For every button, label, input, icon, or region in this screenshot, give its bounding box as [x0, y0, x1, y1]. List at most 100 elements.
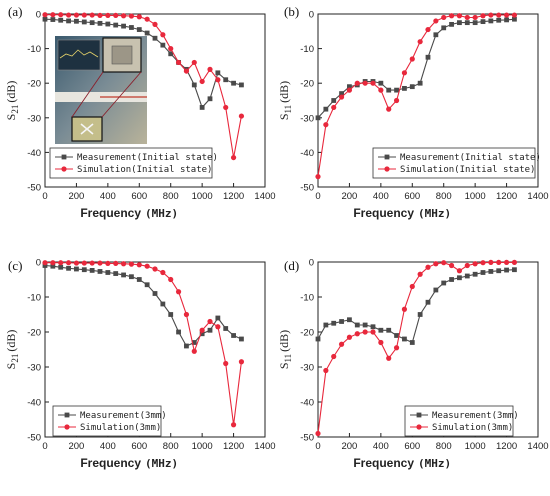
x-tick-label: 800 — [163, 191, 179, 202]
data-point — [199, 105, 205, 110]
data-point — [238, 359, 245, 365]
data-point — [152, 266, 158, 272]
series-simulation — [42, 12, 245, 161]
legend-label: Simulation(Initial state) — [400, 165, 535, 175]
x-axis-unit: (MHz) — [145, 457, 178, 470]
series-simulation — [315, 12, 518, 180]
data-point — [480, 19, 486, 25]
data-point — [448, 262, 455, 269]
data-point — [105, 12, 111, 18]
x-tick-label: 1200 — [496, 191, 517, 202]
data-point — [73, 12, 80, 18]
data-point — [347, 317, 352, 323]
series-measurement — [315, 16, 517, 121]
y-tick-label: -50 — [27, 183, 41, 194]
data-point — [472, 271, 478, 277]
chart-panel-d: 0 200 400 600 800 1000 1200 1400 0 -10 -20 -30 -40 -5… — [277, 258, 549, 471]
plot-frame — [317, 13, 539, 188]
legend-entry: Simulation(Initial state) — [378, 165, 535, 175]
y-axis-main: S — [4, 363, 18, 370]
data-point — [496, 259, 502, 265]
data-point — [136, 277, 142, 282]
legend-swatch-marker — [416, 424, 422, 430]
data-point — [152, 291, 158, 296]
legend-swatch-marker — [64, 424, 70, 430]
data-point — [448, 13, 455, 19]
data-point — [207, 327, 213, 333]
data-point — [441, 14, 447, 21]
panel-label-a: (a) — [8, 4, 22, 19]
y-axis-subscript: 21 — [10, 105, 20, 114]
data-point — [215, 324, 221, 330]
data-point — [128, 13, 135, 19]
legend-entry: Measurement(Initial state) — [55, 153, 218, 163]
data-point — [504, 267, 509, 273]
data-point — [449, 21, 454, 27]
x-axis-label: Frequency — [80, 456, 141, 470]
y-tick-label: -40 — [27, 148, 41, 159]
data-point — [370, 329, 376, 335]
data-point — [456, 13, 463, 19]
data-point — [223, 104, 229, 111]
data-point — [144, 282, 150, 288]
data-point — [144, 16, 150, 22]
y-axis-label-text: S21 (dB) — [4, 81, 20, 121]
data-point — [480, 270, 486, 275]
x-tick-label: 1400 — [254, 441, 275, 452]
x-tick-label: 400 — [100, 441, 116, 452]
x-tick-label: 0 — [315, 441, 320, 452]
data-point — [503, 12, 510, 18]
data-point — [66, 18, 71, 24]
data-point — [215, 315, 221, 321]
data-point — [113, 12, 119, 18]
x-axis-unit: (MHz) — [418, 457, 451, 470]
data-point — [66, 265, 71, 271]
data-point — [65, 260, 72, 266]
data-point — [457, 275, 462, 281]
x-axis-label: Frequency — [353, 456, 414, 470]
data-point — [81, 12, 87, 18]
data-point — [488, 259, 494, 265]
data-point — [511, 12, 518, 18]
data-point — [58, 12, 64, 18]
x-tick-label: 1200 — [496, 441, 517, 452]
legend-label: Measurement(3mm) — [80, 411, 167, 421]
data-point — [191, 348, 197, 354]
data-point — [346, 334, 353, 340]
data-point — [42, 260, 48, 266]
y-axis-unit: (dB) — [277, 81, 291, 103]
data-point — [315, 174, 321, 180]
data-point — [58, 264, 64, 270]
data-point — [378, 327, 384, 333]
data-point — [315, 336, 321, 342]
plot-frame — [44, 13, 266, 188]
data-point — [105, 260, 111, 266]
data-point — [362, 322, 368, 328]
x-tick-label: 200 — [341, 191, 357, 202]
data-point — [315, 430, 321, 437]
data-point — [50, 260, 56, 266]
data-point — [113, 22, 119, 28]
legend-entry: Measurement(Initial state) — [378, 153, 541, 163]
data-point — [42, 16, 48, 22]
data-point — [199, 331, 205, 337]
x-tick-label: 200 — [341, 441, 357, 452]
data-point — [58, 17, 64, 23]
legend-swatch-marker — [384, 154, 390, 160]
legend-entry: Simulation(3mm) — [410, 423, 513, 433]
x-tick-label: 1000 — [192, 191, 213, 202]
x-tick-label: 0 — [42, 441, 47, 452]
data-point — [183, 311, 190, 318]
data-point — [239, 336, 244, 342]
data-point — [223, 326, 229, 331]
data-point — [215, 70, 221, 76]
series-line — [45, 262, 242, 425]
y-tick-label: -10 — [300, 293, 314, 304]
data-point — [402, 336, 407, 342]
data-point — [433, 287, 439, 293]
data-point — [512, 16, 517, 22]
data-point — [472, 20, 478, 26]
data-point — [441, 25, 447, 31]
data-point — [409, 340, 415, 345]
data-point — [331, 104, 337, 111]
